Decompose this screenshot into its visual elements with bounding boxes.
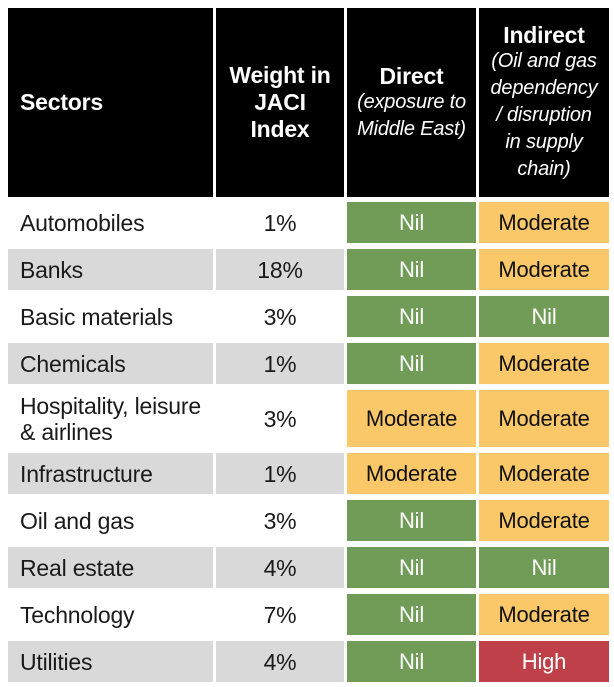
direct-rating-chip: Nil xyxy=(347,641,476,682)
sector-label: Infrastructure xyxy=(8,453,213,494)
indirect-rating-chip: Moderate xyxy=(479,343,609,384)
header-sectors: Sectors xyxy=(8,8,213,197)
table-row-real-estate: Real estate 4% Nil Nil xyxy=(8,547,609,588)
sector-label: Hospitality, leisure & airlines xyxy=(20,392,201,445)
sector-label: Oil and gas xyxy=(20,507,135,534)
indirect-rating-chip: Nil xyxy=(479,547,609,588)
direct-rating-chip: Nil xyxy=(347,547,476,588)
header-indirect: Indirect (Oil and gas dependency / disru… xyxy=(479,8,609,197)
sector-label: Chemicals xyxy=(8,343,213,384)
sector-label: Automobiles xyxy=(20,209,145,236)
table-row-chemicals: Chemicals 1% Nil Moderate xyxy=(8,343,609,384)
table-row-infrastructure: Infrastructure 1% Moderate Moderate xyxy=(8,453,609,494)
weight-value: 3% xyxy=(263,507,297,534)
weight-value: 7% xyxy=(263,601,297,628)
indirect-rating-chip: Nil xyxy=(479,296,609,337)
table-row-banks: Banks 18% Nil Moderate xyxy=(8,249,609,290)
indirect-rating-chip: High xyxy=(479,641,609,682)
table-row-hospitality-leisure-airlines: Hospitality, leisure & airlines 3% Moder… xyxy=(8,390,609,447)
indirect-rating-chip: Moderate xyxy=(479,202,609,243)
table-row-oil-and-gas: Oil and gas 3% Nil Moderate xyxy=(8,500,609,541)
sector-label: Technology xyxy=(20,601,135,628)
direct-rating-chip: Moderate xyxy=(347,390,476,447)
indirect-rating-chip: Moderate xyxy=(479,453,609,494)
sector-label: Real estate xyxy=(8,547,213,588)
weight-value: 3% xyxy=(263,405,297,432)
sector-label: Utilities xyxy=(8,641,213,682)
weight-value: 3% xyxy=(263,303,297,330)
direct-rating-chip: Moderate xyxy=(347,453,476,494)
direct-rating-chip: Nil xyxy=(347,594,476,635)
indirect-rating-chip: Moderate xyxy=(479,249,609,290)
weight-value: 18% xyxy=(216,249,344,290)
header-direct-title: Direct xyxy=(379,62,444,89)
weight-value: 1% xyxy=(263,209,297,236)
table-row-technology: Technology 7% Nil Moderate xyxy=(8,594,609,635)
header-weight-jaci: Weight in JACI Index xyxy=(216,8,344,197)
weight-value: 4% xyxy=(216,641,344,682)
header-direct: Direct (exposure to Middle East) xyxy=(347,8,476,197)
direct-rating-chip: Nil xyxy=(347,500,476,541)
header-direct-subtitle: (exposure to Middle East) xyxy=(357,90,466,140)
header-indirect-subtitle: (Oil and gas dependency / disruption in … xyxy=(490,50,598,180)
sector-label: Basic materials xyxy=(20,303,173,330)
table-row-utilities: Utilities 4% Nil High xyxy=(8,641,609,682)
table-row-basic-materials: Basic materials 3% Nil Nil xyxy=(8,296,609,337)
table-row-automobiles: Automobiles 1% Nil Moderate xyxy=(8,202,609,243)
table-header: Sectors Weight in JACI Index Direct (exp… xyxy=(8,8,609,197)
header-indirect-title: Indirect xyxy=(503,22,585,48)
sector-label: Banks xyxy=(8,249,213,290)
direct-rating-chip: Nil xyxy=(347,249,476,290)
weight-value: 1% xyxy=(216,343,344,384)
weight-value: 1% xyxy=(216,453,344,494)
indirect-rating-chip: Moderate xyxy=(479,594,609,635)
weight-value: 4% xyxy=(216,547,344,588)
direct-rating-chip: Nil xyxy=(347,343,476,384)
indirect-rating-chip: Moderate xyxy=(479,500,609,541)
direct-rating-chip: Nil xyxy=(347,296,476,337)
indirect-rating-chip: Moderate xyxy=(479,390,609,447)
direct-rating-chip: Nil xyxy=(347,202,476,243)
